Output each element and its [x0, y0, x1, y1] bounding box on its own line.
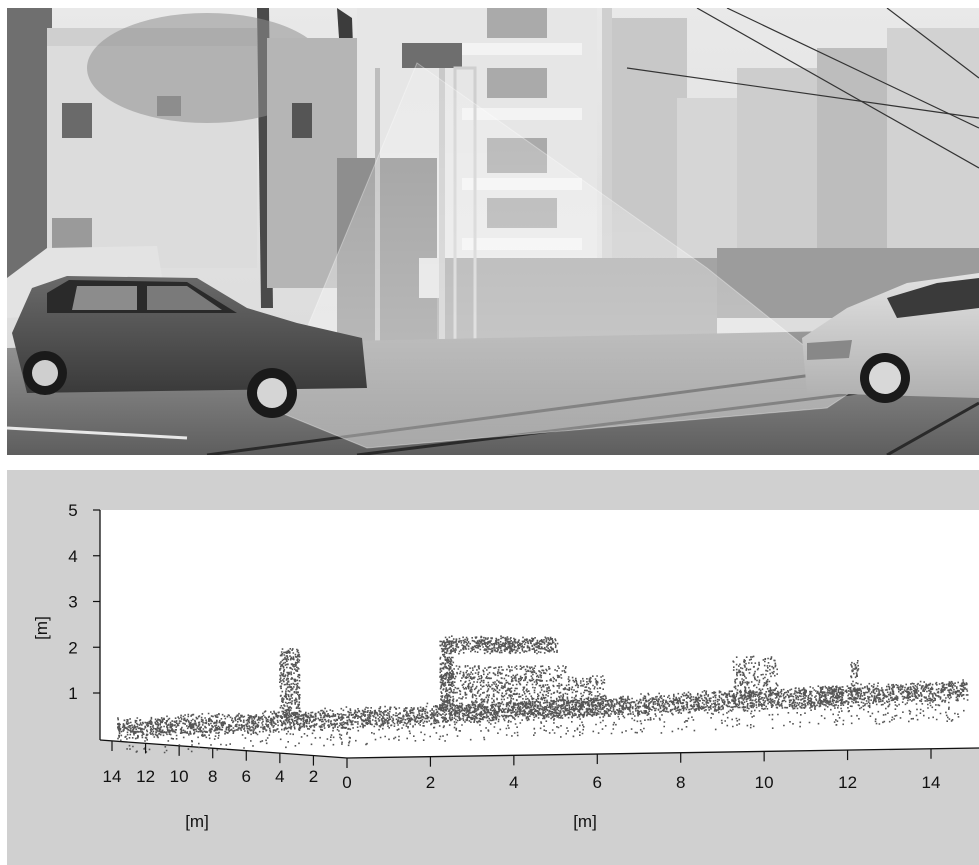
- y-tick-label: 4: [68, 547, 77, 566]
- photo-svg: [7, 8, 979, 455]
- y-tick-label: 1: [68, 684, 77, 703]
- y-unit-label: [m]: [32, 616, 51, 640]
- silver-car: [802, 273, 979, 403]
- bottom-tick-label: 6: [593, 773, 602, 792]
- street-scene-photo: [7, 8, 979, 455]
- bottom-tick-label: 0: [342, 773, 351, 792]
- left-unit-label: [m]: [185, 812, 209, 831]
- bottom-tick-label: 10: [755, 773, 774, 792]
- left-tick-label: 2: [309, 767, 318, 786]
- bottom-axis: [346, 747, 979, 759]
- left-tick-label: 12: [136, 767, 155, 786]
- bottom-tick-label: 8: [676, 773, 685, 792]
- left-tick-label: 6: [242, 767, 251, 786]
- bottom-unit-label: [m]: [573, 812, 597, 831]
- left-tick-label: 8: [208, 767, 217, 786]
- lidar-point-cloud-plot: 1 2 3 4 5 14 12 10 8 6 4 2 0 2 4 6 8 10 12 14 [m] [m] [m]: [7, 470, 979, 865]
- bottom-tick-label: 2: [426, 773, 435, 792]
- point-cloud: [117, 635, 969, 754]
- dark-car: [12, 276, 367, 418]
- left-tick-label: 4: [275, 767, 284, 786]
- y-tick-label: 5: [68, 501, 77, 520]
- left-tick-label: 10: [170, 767, 189, 786]
- point-cloud-dots: [117, 635, 969, 754]
- y-tick-label: 2: [68, 638, 77, 657]
- y-tick-label: 3: [68, 593, 77, 612]
- left-axis: [99, 739, 348, 759]
- bottom-tick-label: 14: [922, 773, 941, 792]
- bottom-tick-label: 12: [838, 773, 857, 792]
- bottom-tick-label: 4: [509, 773, 518, 792]
- left-tick-label: 14: [103, 767, 122, 786]
